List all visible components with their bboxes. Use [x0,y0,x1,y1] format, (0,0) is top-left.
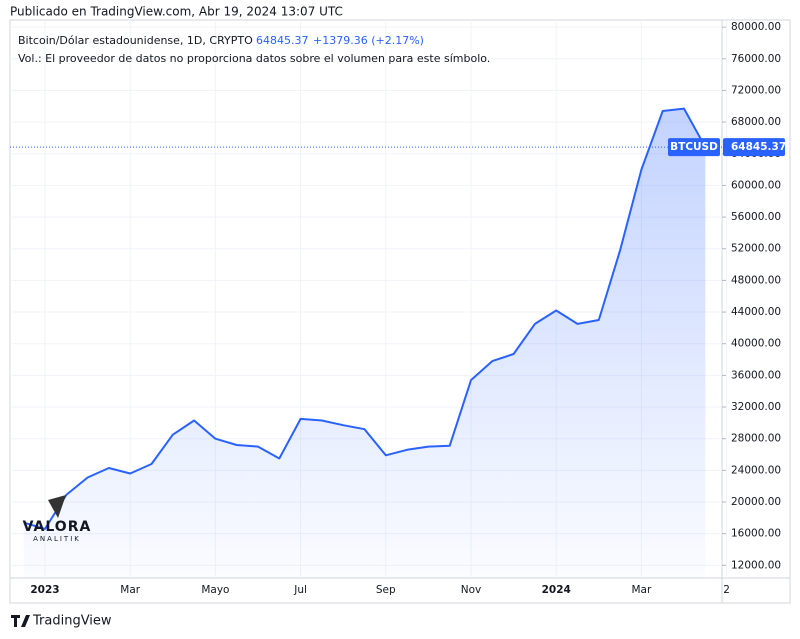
y-tick-label: 12000.00 [731,559,781,571]
y-tick-label: 24000.00 [731,464,781,476]
y-tick-label: 20000.00 [731,496,781,508]
watermark-icon [48,495,66,518]
x-tick-label: Mar [631,584,651,596]
x-tick-label: 2 [723,584,730,596]
published: Publicado en TradingView.com, Abr 19, 20… [10,5,343,19]
y-tick-label: 56000.00 [731,211,781,223]
y-tick-label: 40000.00 [731,338,781,350]
volume-note: Vol.: El proveedor de datos no proporcio… [18,52,490,65]
y-tick-label: 28000.00 [731,433,781,445]
x-tick-label: Sep [376,584,396,596]
footer-brand: TradingView [32,614,112,629]
symbol-tag [668,138,720,157]
x-tick-label: Jul [293,584,307,596]
y-tick-label: 72000.00 [731,84,781,96]
y-tick-label: 80000.00 [731,21,781,33]
y-tick-label: 76000.00 [731,53,781,65]
y-tick-label: 52000.00 [731,243,781,255]
header-change: +1379.36 (+2.17%) [313,34,424,47]
y-tick-label: 44000.00 [731,306,781,318]
x-tick-label: Mayo [201,584,229,596]
chart-frame [9,19,791,604]
chart-title: Bitcoin/Dólar estadounidense, 1D, CRYPTO [18,34,253,47]
y-tick-label: 36000.00 [731,369,781,381]
watermark-name: VALORA [23,519,92,535]
price-tag [723,138,785,157]
x-tick-label: Mar [120,584,140,596]
watermark-sub: ANALITIK [33,535,81,543]
watermark: VALORA ANALITIK [23,495,92,543]
footer-logo: TradingView [11,614,112,629]
header-price: 64845.37 [256,34,309,47]
y-tick-label: 16000.00 [731,528,781,540]
y-tick-label: 68000.00 [731,116,781,128]
price-tag-label: 64845.37 [731,141,786,153]
x-tick-label: 2024 [542,584,571,596]
y-tick-label: 60000.00 [731,179,781,191]
y-tick-label: 48000.00 [731,274,781,286]
price-line [23,107,707,530]
logo-icon [11,615,30,627]
x-tick-label: Nov [461,584,482,596]
area [23,108,706,578]
y-tick-label: 32000.00 [731,401,781,413]
symbol-label: BTCUSD [670,141,718,153]
x-tick-label: 2023 [30,584,59,596]
